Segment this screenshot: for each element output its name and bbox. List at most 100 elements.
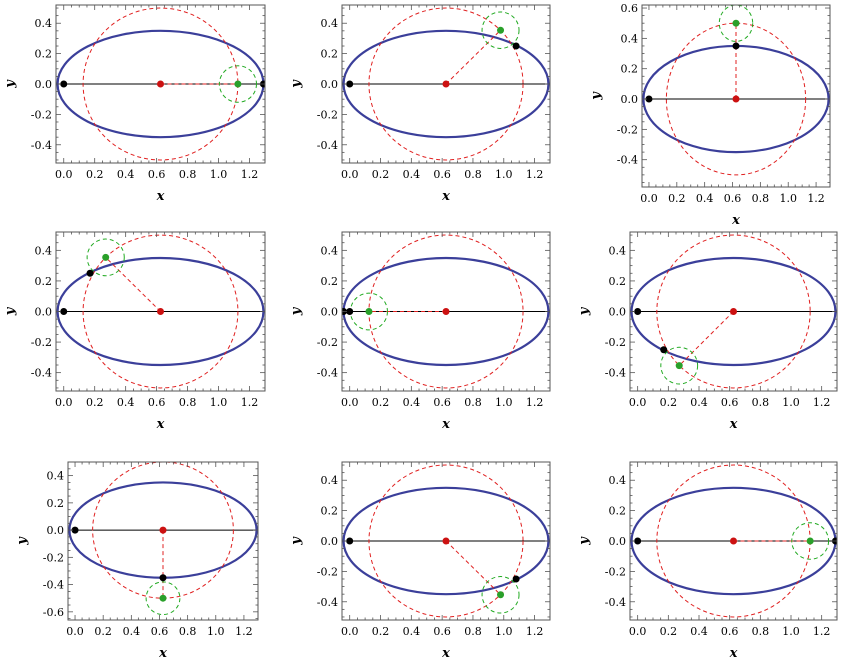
y-tick-label: -0.2	[317, 108, 338, 121]
y-tick-label: 0.4	[609, 244, 627, 257]
y-tick-label: -0.4	[605, 596, 626, 609]
green-point	[234, 80, 242, 88]
green-point	[102, 253, 110, 261]
y-tick-label: 0.0	[321, 78, 339, 91]
black-point	[634, 308, 642, 315]
plot-area	[56, 234, 265, 389]
large-dashed-circle	[82, 234, 239, 389]
x-tick-label: 0.6	[724, 192, 742, 205]
y-axis-label: y	[15, 536, 30, 546]
y-tick-label: 0.4	[621, 32, 639, 45]
x-tick-label: 0.2	[660, 396, 678, 409]
x-tick-label: 0.6	[721, 396, 739, 409]
black-point	[159, 574, 167, 582]
y-tick-label: -0.4	[317, 596, 338, 609]
x-tick-label: 0.8	[464, 625, 482, 638]
center-point	[157, 308, 164, 315]
panel-7: 0.0 0.2 0.4 0.6 0.8 1.0 1.2 -0.6 -0.4 -0.2 0.0 0.2 0…	[15, 461, 259, 661]
y-tick-label: -0.4	[605, 367, 626, 380]
small-dashed-circle	[660, 346, 699, 385]
plot-area	[56, 7, 265, 161]
y-tick-label: 0.2	[35, 48, 53, 61]
plot-area	[342, 464, 550, 618]
x-tick-label: 0.4	[117, 168, 135, 181]
y-tick-label: 0.2	[47, 497, 65, 510]
center-point	[442, 80, 450, 88]
x-tick-label: 0.6	[433, 625, 451, 638]
x-axis-label: x	[156, 417, 165, 432]
x-axis-label: x	[729, 417, 738, 432]
panel-8: 0.0 0.2 0.4 0.6 0.8 1.0 1.2 -0.4 -0.2 0.0 0.2 0.4 x y	[289, 461, 551, 661]
x-tick-label: 0.4	[690, 625, 708, 638]
y-tick-label: 0.4	[609, 474, 627, 487]
x-tick-label: 0.6	[148, 168, 166, 181]
y-axis-label: y	[289, 79, 304, 89]
x-tick-label: 0.4	[403, 168, 421, 181]
y-tick-label: 0.2	[621, 63, 639, 76]
black-point	[634, 537, 642, 545]
panel-9: 0.0 0.2 0.4 0.6 0.8 1.0 1.2 -0.4 -0.2 0.0 0.2 0.4 x y	[577, 461, 838, 661]
y-axis-label: y	[3, 79, 18, 89]
center-point	[157, 80, 164, 88]
x-axis-label: x	[731, 213, 740, 228]
y-tick-label: 0.4	[35, 244, 53, 257]
x-tick-label: 0.6	[148, 396, 166, 409]
y-tick-label: -0.2	[617, 123, 638, 136]
x-tick-label: 0.0	[341, 396, 359, 409]
x-tick-label: 1.2	[526, 396, 544, 409]
y-tick-label: 0.2	[321, 48, 339, 61]
panel-4: 0.0 0.2 0.4 0.6 0.8 1.0 1.2 -0.4 -0.2 0.0 0.2 0.4 x y	[3, 231, 266, 432]
plot-area	[342, 7, 550, 161]
black-point	[71, 526, 79, 534]
green-point	[806, 537, 814, 545]
x-tick-label: 0.2	[372, 168, 390, 181]
y-tick-label: 0.2	[321, 505, 339, 518]
radius-dashed-line	[105, 257, 161, 312]
x-tick-label: 0.0	[629, 396, 647, 409]
y-tick-label: -0.2	[605, 336, 626, 349]
plot-area	[642, 5, 830, 176]
y-tick-label: -0.2	[43, 551, 64, 564]
y-tick-label: -0.2	[317, 565, 338, 578]
y-tick-label: 0.2	[35, 275, 53, 288]
small-dashed-circle	[145, 581, 181, 616]
x-tick-label: 1.0	[782, 396, 800, 409]
panel-3: 0.0 0.2 0.4 0.6 0.8 1.0 1.2 -0.4 -0.2 0.0 0.2 0.4 0.…	[589, 2, 831, 228]
small-dashed-circle	[791, 522, 830, 560]
x-tick-label: 0.8	[752, 192, 770, 205]
y-tick-label: 0.2	[321, 275, 339, 288]
panel-2: 0.0 0.2 0.4 0.6 0.8 1.0 1.2 -0.4 -0.2 0.0 0.2 0.4 x y	[289, 4, 551, 204]
x-tick-label: 1.0	[495, 625, 513, 638]
y-tick-label: 0.4	[35, 17, 53, 30]
x-tick-label: 1.0	[207, 625, 225, 638]
x-tick-label: 1.0	[495, 396, 513, 409]
y-axis-label: y	[589, 91, 604, 101]
x-axis-label: x	[729, 646, 738, 661]
y-tick-label: -0.4	[43, 579, 64, 592]
y-tick-label: -0.4	[31, 139, 52, 152]
x-tick-label: 1.2	[807, 192, 825, 205]
black-point	[732, 42, 740, 50]
plot-area	[630, 234, 837, 389]
x-tick-label: 1.0	[495, 168, 513, 181]
x-tick-label: 0.6	[721, 625, 739, 638]
center-point	[732, 95, 740, 103]
large-dashed-circle	[368, 7, 524, 161]
black-point	[346, 80, 354, 88]
x-tick-label: 1.2	[526, 625, 544, 638]
x-tick-label: 0.0	[55, 396, 73, 409]
center-point	[442, 308, 450, 315]
black-point	[512, 575, 520, 583]
x-tick-label: 0.2	[660, 625, 678, 638]
x-tick-label: 0.0	[55, 168, 73, 181]
x-tick-label: 0.8	[179, 625, 197, 638]
radius-dashed-line	[678, 311, 734, 366]
y-tick-label: -0.4	[617, 154, 638, 167]
x-tick-label: 1.2	[813, 625, 831, 638]
x-axis-label: x	[158, 646, 167, 661]
x-tick-label: 0.4	[403, 625, 421, 638]
y-axis-label: y	[289, 306, 304, 316]
black-point	[60, 80, 68, 88]
y-tick-label: 0.0	[35, 78, 53, 91]
y-tick-label: 0.4	[321, 244, 339, 257]
